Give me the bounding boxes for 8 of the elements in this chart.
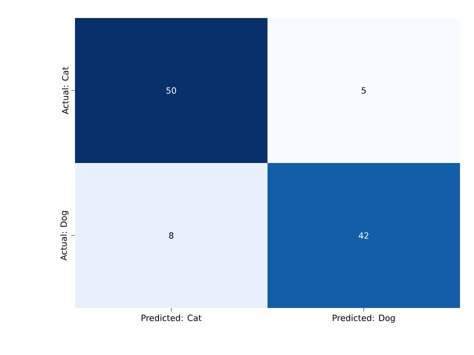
data-label: 8 [169, 232, 174, 239]
data-label: 50 [166, 87, 176, 94]
y-tick-label: Actual: Cat [62, 66, 68, 114]
data-label: 5 [362, 87, 366, 94]
y-tick-label: Actual: Dog [60, 211, 68, 261]
x-tick-label: Predicted: Dog [332, 314, 395, 323]
x-tick-label: Predicted: Cat [142, 314, 202, 322]
data-label: 42 [358, 232, 368, 239]
